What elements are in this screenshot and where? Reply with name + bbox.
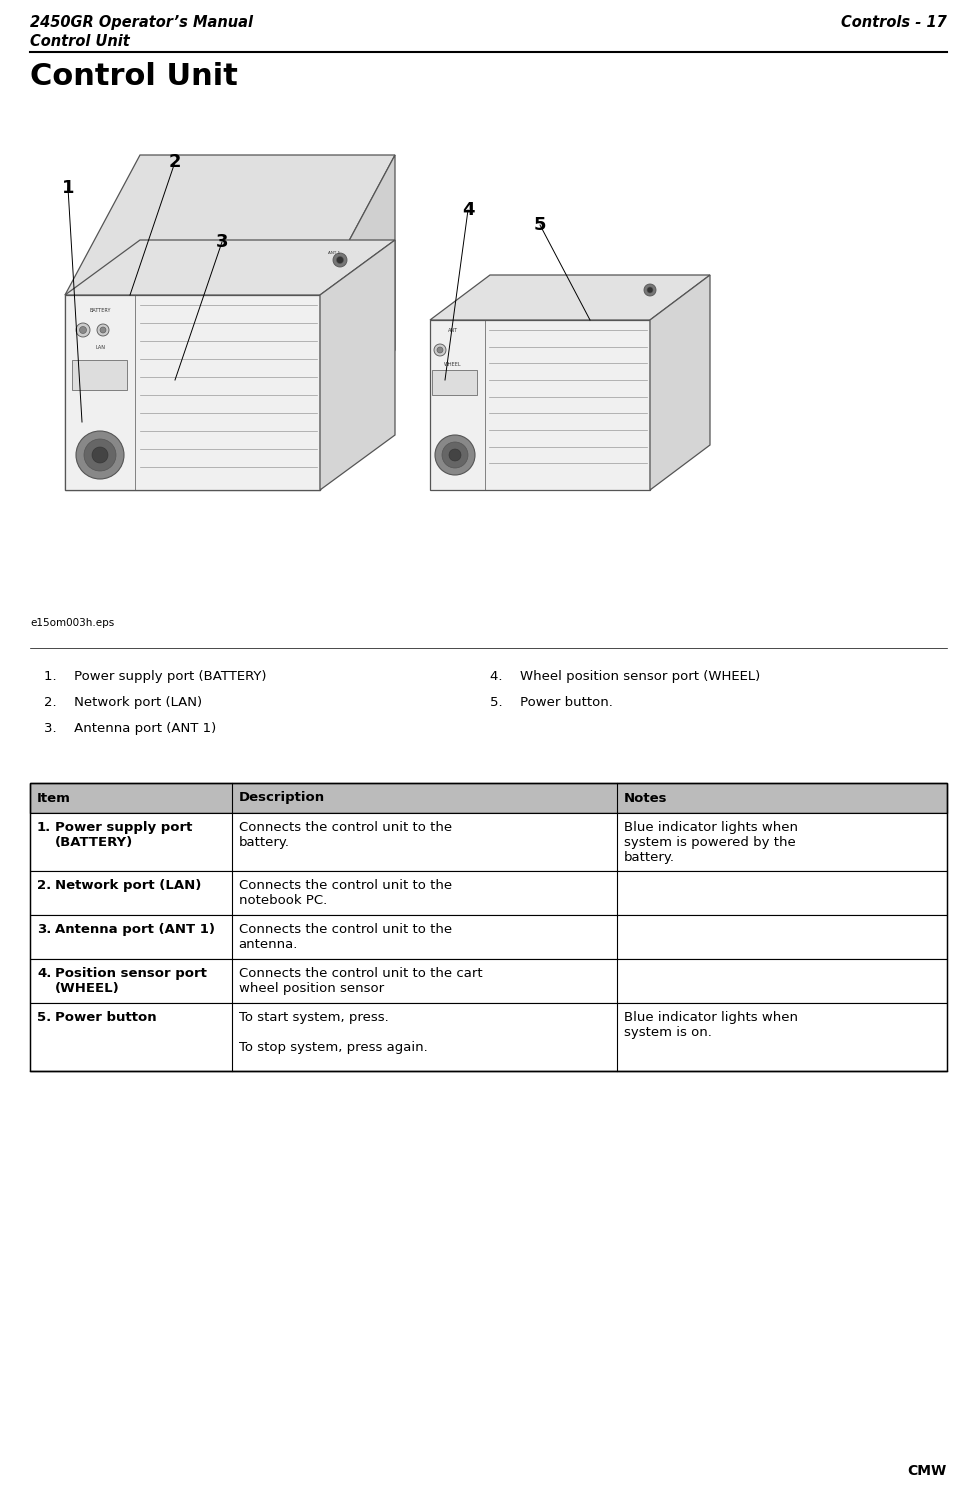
- Text: To start system, press.

To stop system, press again.: To start system, press. To stop system, …: [238, 1012, 428, 1053]
- Text: 4: 4: [462, 201, 474, 219]
- Text: Item: Item: [37, 791, 71, 805]
- Text: 1.  Power supply port (BATTERY): 1. Power supply port (BATTERY): [44, 670, 267, 682]
- Circle shape: [449, 448, 461, 460]
- Text: Power supply port
(BATTERY): Power supply port (BATTERY): [55, 821, 192, 849]
- Bar: [72, 361, 127, 390]
- Bar: [432, 370, 477, 395]
- Text: e15om003h.eps: e15om003h.eps: [30, 618, 114, 627]
- Text: 2450GR Operator’s Manual: 2450GR Operator’s Manual: [30, 15, 253, 30]
- Text: 1: 1: [62, 179, 74, 197]
- Text: CMW: CMW: [908, 1465, 947, 1478]
- Text: Network port (LAN): Network port (LAN): [55, 879, 201, 893]
- Text: 2.: 2.: [37, 879, 51, 893]
- Circle shape: [647, 288, 653, 294]
- Text: Antenna port (ANT 1): Antenna port (ANT 1): [55, 922, 215, 936]
- Circle shape: [97, 323, 109, 337]
- Circle shape: [435, 435, 475, 475]
- Circle shape: [92, 447, 108, 463]
- Text: Blue indicator lights when
system is powered by the
battery.: Blue indicator lights when system is pow…: [624, 821, 798, 864]
- Circle shape: [100, 326, 106, 332]
- Polygon shape: [650, 276, 710, 490]
- Circle shape: [79, 326, 87, 334]
- Text: 2: 2: [169, 153, 182, 171]
- Circle shape: [442, 443, 468, 468]
- Bar: [30, 814, 947, 872]
- Text: 4.  Wheel position sensor port (WHEEL): 4. Wheel position sensor port (WHEEL): [490, 670, 760, 682]
- Text: Controls - 17: Controls - 17: [841, 15, 947, 30]
- Bar: [30, 784, 947, 1071]
- Circle shape: [336, 256, 344, 264]
- Text: ANT 1: ANT 1: [328, 250, 340, 255]
- Text: Connects the control unit to the
battery.: Connects the control unit to the battery…: [238, 821, 452, 849]
- Circle shape: [76, 323, 90, 337]
- Bar: [30, 1003, 947, 1071]
- Text: Position sensor port
(WHEEL): Position sensor port (WHEEL): [55, 967, 207, 995]
- Text: Control Unit: Control Unit: [30, 34, 130, 49]
- Circle shape: [333, 253, 347, 267]
- Text: LAN: LAN: [95, 346, 105, 350]
- Polygon shape: [320, 240, 395, 490]
- Text: Connects the control unit to the
antenna.: Connects the control unit to the antenna…: [238, 922, 452, 951]
- Text: Power button: Power button: [55, 1012, 156, 1024]
- Circle shape: [76, 431, 124, 478]
- Text: 1.: 1.: [37, 821, 51, 834]
- Circle shape: [437, 347, 443, 353]
- Text: Blue indicator lights when
system is on.: Blue indicator lights when system is on.: [624, 1012, 798, 1039]
- Circle shape: [434, 344, 446, 356]
- Circle shape: [644, 285, 656, 297]
- Text: 5.: 5.: [37, 1012, 51, 1024]
- Text: Description: Description: [238, 791, 325, 805]
- Bar: [30, 915, 947, 960]
- Bar: [30, 960, 947, 1003]
- Polygon shape: [430, 276, 710, 320]
- Text: Connects the control unit to the
notebook PC.: Connects the control unit to the noteboo…: [238, 879, 452, 907]
- Text: Connects the control unit to the cart
wheel position sensor: Connects the control unit to the cart wh…: [238, 967, 483, 995]
- Polygon shape: [65, 295, 320, 490]
- Polygon shape: [65, 295, 320, 490]
- Polygon shape: [65, 240, 395, 295]
- Text: Notes: Notes: [624, 791, 667, 805]
- Polygon shape: [65, 155, 395, 295]
- Bar: [30, 872, 947, 915]
- Text: 3.: 3.: [37, 922, 52, 936]
- Bar: [30, 784, 947, 814]
- Text: ANT: ANT: [447, 328, 458, 332]
- Polygon shape: [430, 320, 650, 490]
- Text: 2.  Network port (LAN): 2. Network port (LAN): [44, 696, 202, 709]
- Text: 4.: 4.: [37, 967, 52, 980]
- Text: 5.  Power button.: 5. Power button.: [490, 696, 613, 709]
- Circle shape: [84, 440, 116, 471]
- Text: BATTERY: BATTERY: [89, 308, 110, 313]
- Text: WHEEL: WHEEL: [445, 362, 462, 367]
- Text: 5: 5: [533, 216, 546, 234]
- Text: 3: 3: [216, 232, 229, 250]
- Text: Control Unit: Control Unit: [30, 63, 237, 91]
- Text: 3.  Antenna port (ANT 1): 3. Antenna port (ANT 1): [44, 723, 216, 735]
- Polygon shape: [320, 155, 395, 490]
